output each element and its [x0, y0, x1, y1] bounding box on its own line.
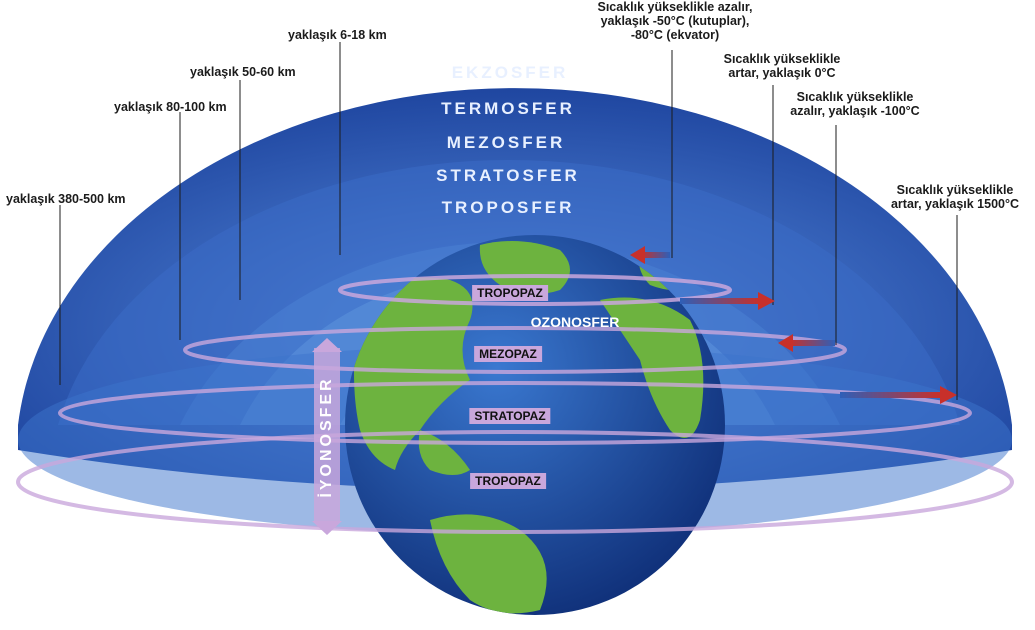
- temp-mezosfer: Sıcaklık yükseklikle azalır, yaklaşık -1…: [790, 90, 920, 118]
- temp-termosfer: Sıcaklık yükseklikle artar, yaklaşık 150…: [890, 183, 1019, 211]
- height-termosfer: yaklaşık 380-500 km: [6, 192, 126, 206]
- height-mezosfer: yaklaşık 80-100 km: [114, 100, 227, 114]
- tag-mezopoz: MEZOPAZ: [474, 346, 542, 362]
- temp-troposfer: Sıcaklık yükseklikle azalır, yaklaşık -5…: [597, 0, 753, 42]
- layer-troposfer: TROPOSFER: [441, 198, 575, 217]
- layer-ekzosfer: EKZOSFER: [451, 63, 569, 82]
- tag-stratopoz: STRATOPAZ: [469, 408, 551, 424]
- layer-mezosfer: MEZOSFER: [446, 133, 566, 152]
- iyonosfer-bar: [312, 338, 342, 535]
- label-iyonosfer: İYONOSFER: [318, 376, 335, 498]
- temp-stratosfer: Sıcaklık yükseklikle artar, yaklaşık 0°C: [723, 52, 841, 80]
- band-stratopoz: [58, 381, 972, 445]
- layer-termosfer: TERMOSFER: [441, 99, 575, 118]
- band-tropopoz-top: [338, 274, 732, 306]
- arrow-troposfer: [630, 246, 670, 264]
- height-troposfer: yaklaşık 6-18 km: [288, 28, 387, 42]
- band-tropopoz-bottom: [16, 430, 1014, 534]
- layer-stratosfer: STRATOSFER: [436, 166, 580, 185]
- label-ozonosfer: OZONOSFER: [530, 314, 620, 330]
- height-stratosfer: yaklaşık 50-60 km: [190, 65, 296, 79]
- arrow-stratosfer: [680, 292, 775, 310]
- arrow-termosfer: [840, 386, 957, 404]
- tag-tropopoz-top: TROPOPAZ: [472, 285, 548, 301]
- arrow-mezosfer: [778, 334, 835, 352]
- band-mezopoz: [183, 326, 847, 374]
- tag-tropopoz-bottom: TROPOPAZ: [470, 473, 546, 489]
